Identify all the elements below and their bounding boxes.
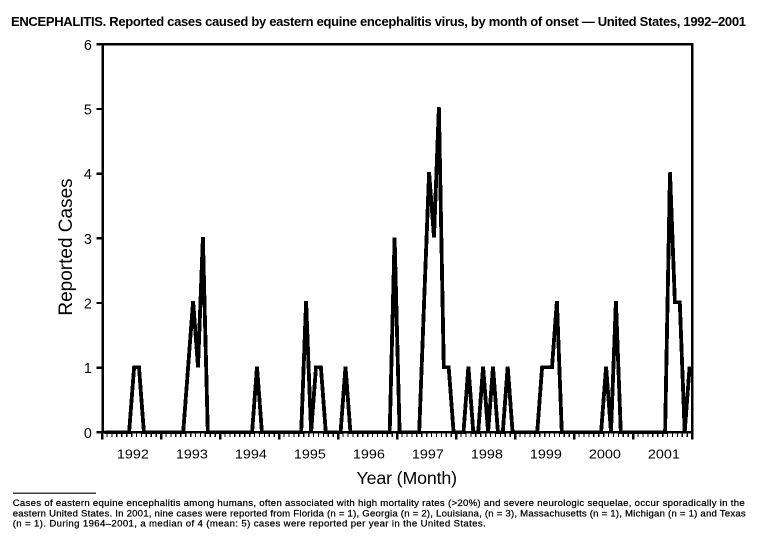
svg-text:1993: 1993	[176, 447, 208, 462]
svg-text:0: 0	[84, 426, 92, 442]
svg-text:2001: 2001	[648, 447, 680, 462]
svg-text:4: 4	[84, 167, 92, 183]
svg-text:1995: 1995	[294, 447, 326, 462]
svg-text:Reported Cases: Reported Cases	[56, 178, 77, 315]
svg-text:Cases of eastern equine enceph: Cases of eastern equine encephalitis amo…	[13, 498, 745, 509]
svg-text:1996: 1996	[353, 447, 385, 462]
svg-text:ENCEPHALITIS. Reported cases c: ENCEPHALITIS. Reported cases caused by e…	[11, 14, 746, 29]
svg-text:(n = 1). During 1964–2001, a m: (n = 1). During 1964–2001, a median of 4…	[13, 519, 486, 530]
svg-text:1: 1	[84, 361, 92, 377]
svg-text:1992: 1992	[117, 447, 149, 462]
svg-text:3: 3	[84, 232, 92, 248]
svg-text:2000: 2000	[589, 447, 621, 462]
svg-text:6: 6	[84, 38, 92, 54]
svg-text:1999: 1999	[530, 447, 562, 462]
svg-text:5: 5	[84, 103, 92, 119]
svg-text:Year (Month): Year (Month)	[357, 468, 458, 488]
svg-text:eastern United States. In 2001: eastern United States. In 2001, nine cas…	[13, 508, 746, 519]
svg-text:2: 2	[84, 297, 92, 313]
svg-text:1997: 1997	[412, 447, 444, 462]
svg-text:1998: 1998	[471, 447, 503, 462]
svg-text:1994: 1994	[235, 447, 267, 462]
